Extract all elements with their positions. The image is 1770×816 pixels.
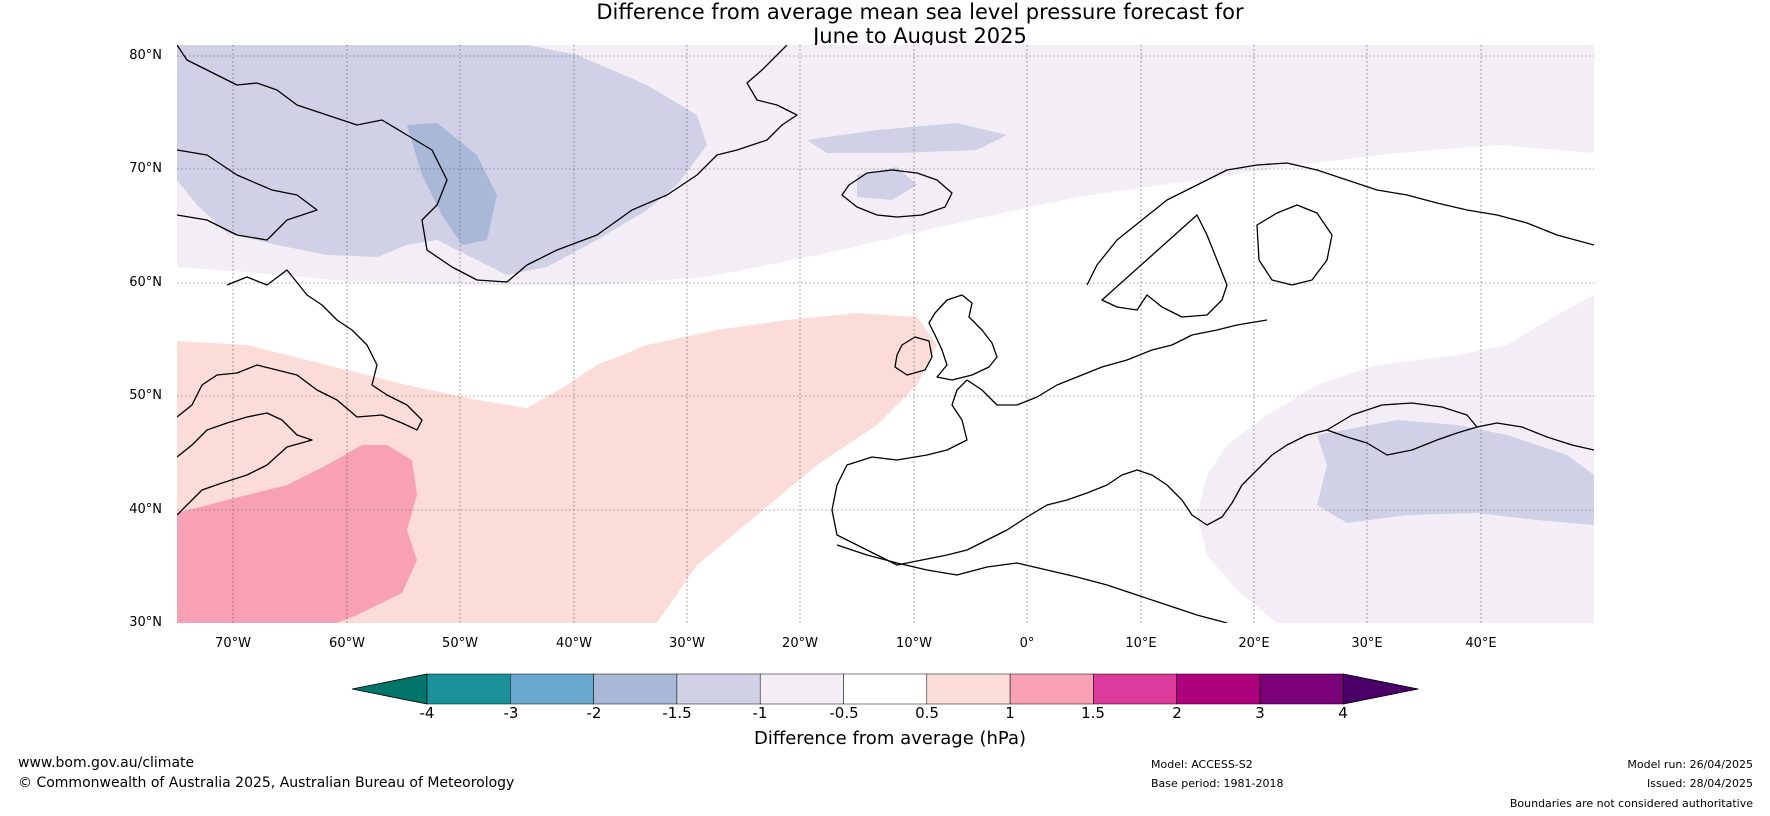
colorbar-bin-2 [593,673,678,705]
lon-label-10w: 10°W [896,636,932,651]
anomaly-region-plus1 [177,445,417,623]
lat-label-70n: 70°N [129,161,162,176]
lat-label-40n: 40°N [129,502,162,517]
colorbar-tick-minus3: -3 [503,704,519,722]
lat-label-80n: 80°N [129,48,162,63]
colorbar-bin-8 [1093,673,1177,705]
colorbar [351,673,1419,705]
lon-label-30e: 30°E [1351,636,1383,651]
lon-label-20w: 20°W [782,636,818,651]
lon-label-0: 0° [1019,636,1035,651]
greenland-coast [177,45,798,283]
colorbar-tick-4: 4 [1338,704,1348,722]
lon-label-30w: 30°W [669,636,705,651]
map-title-line2: June to August 2025 [813,24,1027,48]
colorbar-under-arrow [351,673,428,705]
colorbar-over-arrow [1342,673,1419,705]
anomaly-region-minus1_5-iceland [857,167,917,200]
map-svg [177,45,1594,623]
colorbar-tick-1: 1 [1005,704,1015,722]
lon-label-60w: 60°W [329,636,365,651]
lon-label-50w: 50°W [442,636,478,651]
footer-boundaries-note: Boundaries are not considered authoritat… [1509,797,1753,810]
colorbar-bin-0 [426,673,511,705]
colorbar-tick-2: 2 [1172,704,1182,722]
footer-issued: Issued: 28/04/2025 [1646,777,1753,790]
colorbar-tick-minus4: -4 [419,704,435,722]
colorbar-tick-minus2: -2 [586,704,602,722]
nova-scotia-coast [177,412,313,516]
colorbar-bin-5 [843,673,928,705]
footer-model: Model: ACCESS-S2 [1151,758,1253,771]
pressure-anomaly-map [177,45,1594,623]
europe-mainland-coast [831,319,1594,566]
lon-label-10e: 10°E [1125,636,1157,651]
graticule [177,45,1594,623]
colorbar-bin-6 [926,673,1011,705]
colorbar-tick-minus0_5: -0.5 [829,704,859,722]
footer-base-period: Base period: 1981-2018 [1151,777,1284,790]
africa-coast [836,544,1228,623]
lat-label-50n: 50°N [129,388,162,403]
scandinavia-coast [1086,162,1594,318]
black-sea-coast [1326,402,1478,431]
footer-copyright: © Commonwealth of Australia 2025, Austra… [18,775,515,791]
colorbar-tick-1_5: 1.5 [1081,704,1105,722]
coastlines [177,45,1594,623]
anomaly-region-minus2 [407,123,497,245]
lon-label-20e: 20°E [1238,636,1270,651]
ireland-coast [894,336,933,376]
map-title: Difference from average mean sea level p… [0,0,1770,48]
colorbar-tick-3: 3 [1255,704,1265,722]
colorbar-bin-10 [1259,673,1344,705]
anomaly-region-minus1_5-norwegian-sea [807,123,1007,153]
britain-coast [928,294,998,381]
labrador-coast [177,269,423,431]
lon-label-40w: 40°W [556,636,592,651]
lat-label-60n: 60°N [129,275,162,290]
colorbar-bin-3 [676,673,761,705]
map-title-line1: Difference from average mean sea level p… [596,0,1244,24]
colorbar-bin-7 [1009,673,1094,705]
colorbar-bin-4 [759,673,844,705]
colorbar-bin-1 [510,673,594,705]
colorbar-tick-0_5: 0.5 [915,704,939,722]
colorbar-tick-minus1_5: -1.5 [662,704,692,722]
footer-model-run: Model run: 26/04/2025 [1627,758,1753,771]
iceland-coast [841,169,953,218]
colorbar-bin-9 [1176,673,1261,705]
anomaly-region-minus1_5-caspian [1317,420,1594,525]
colorbar-label: Difference from average (hPa) [753,728,1027,749]
lon-label-40e: 40°E [1465,636,1497,651]
colorbar-tick-minus1: -1 [752,704,768,722]
footer-website: www.bom.gov.au/climate [18,755,195,771]
lat-label-30n: 30°N [129,615,162,630]
lon-label-70w: 70°W [215,636,251,651]
